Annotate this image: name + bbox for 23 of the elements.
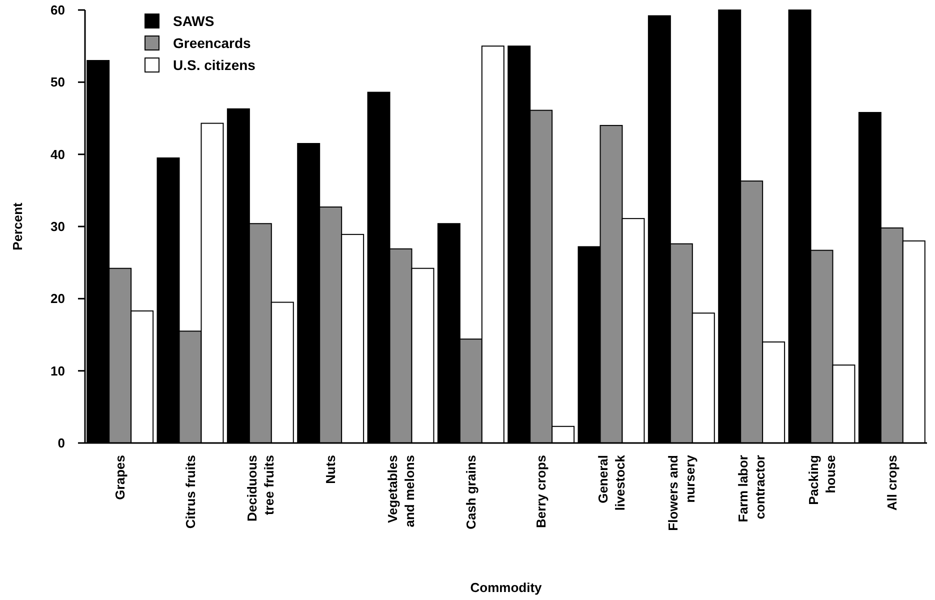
x-tick-label: Citrus fruits (182, 455, 198, 529)
x-tick-label: Cash grains (463, 455, 478, 530)
x-tick-label: Deciduous tree fruits (244, 455, 276, 522)
x-tick-label: Vegetables and melons (384, 455, 417, 528)
y-tick-label: 40 (50, 146, 65, 162)
y-tick-label: 0 (58, 436, 65, 451)
y-tick-label: 10 (50, 363, 65, 378)
y-tick-label: 30 (50, 219, 65, 234)
x-tick-label: Packing house (806, 454, 838, 505)
y-tick-label: 60 (50, 2, 65, 18)
legend-label: SAWS (173, 12, 214, 29)
y-tick-label: 50 (50, 74, 65, 90)
x-tick-label: Grapes (112, 455, 128, 500)
y-axis-title: Percent (10, 202, 25, 250)
x-tick-label: Nuts (323, 455, 338, 484)
legend-label: U.S. citizens (173, 56, 256, 73)
y-tick-label: 20 (50, 291, 65, 306)
x-tick-label: General livestock (595, 454, 628, 511)
x-tick-label: Flowers and nursery (665, 454, 698, 531)
x-tick-label: All crops (884, 455, 900, 511)
x-axis-title: Commodity (470, 580, 543, 595)
x-tick-label: Berry crops (534, 455, 549, 528)
legend-label: Greencards (173, 34, 252, 51)
